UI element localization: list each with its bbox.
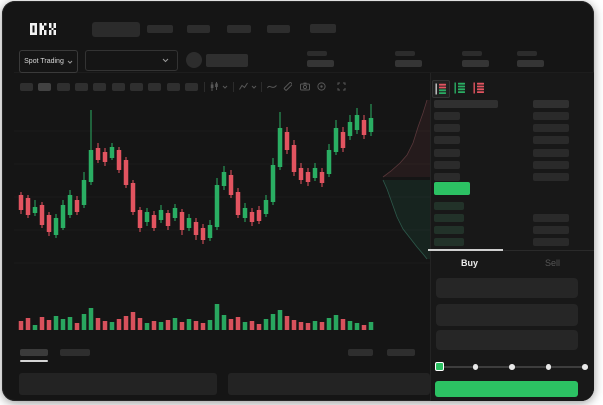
app-window: Spot Trading — [2, 1, 594, 401]
slider-handle[interactable] — [434, 362, 444, 371]
bottom-tab-underline — [20, 360, 48, 362]
market-type-label: Spot Trading — [24, 58, 64, 65]
toolbar-separator — [204, 82, 205, 92]
slider-stop-dot[interactable] — [582, 364, 588, 370]
bid-amount-bar[interactable] — [533, 226, 569, 234]
draw-icon[interactable] — [283, 82, 292, 91]
order-book-header-amount — [533, 100, 569, 108]
bottom-tab[interactable] — [60, 349, 90, 356]
toolbar-separator — [233, 82, 234, 92]
chevron-down-icon[interactable] — [251, 85, 257, 89]
ask-amount-bar[interactable] — [533, 149, 569, 157]
coin-icon — [186, 52, 202, 68]
ask-amount-bar[interactable] — [533, 173, 569, 181]
ask-price-bar[interactable] — [434, 149, 460, 157]
search-input[interactable] — [92, 22, 140, 37]
ticker-stat-label-placeholder — [395, 51, 415, 56]
last-price-bar[interactable] — [434, 182, 470, 195]
market-type-dropdown[interactable]: Spot Trading — [19, 50, 78, 73]
bid-amount-bar[interactable] — [533, 214, 569, 222]
timeframe-button[interactable] — [185, 83, 198, 91]
chevron-down-icon[interactable] — [222, 85, 228, 89]
ask-amount-bar[interactable] — [533, 161, 569, 169]
timeframe-button[interactable] — [130, 83, 143, 91]
ask-price-bar[interactable] — [434, 112, 460, 120]
bid-price-bar[interactable] — [434, 214, 464, 222]
timeframe-button[interactable] — [20, 83, 33, 91]
nav-item-placeholder[interactable] — [227, 25, 251, 33]
ask-amount-bar[interactable] — [533, 112, 569, 120]
bid-price-bar[interactable] — [434, 226, 464, 234]
nav-item-placeholder[interactable] — [187, 25, 210, 33]
slider-stop-dot[interactable] — [545, 364, 552, 370]
timeframe-button[interactable] — [167, 83, 180, 91]
bottom-action-placeholder[interactable] — [348, 349, 373, 356]
slider-stop-dot[interactable] — [472, 364, 479, 370]
book-asks-icon[interactable] — [471, 80, 487, 96]
ask-price-bar[interactable] — [434, 161, 460, 169]
timeframe-button[interactable] — [112, 83, 125, 91]
order-input-total[interactable] — [436, 330, 578, 350]
bottom-panel — [19, 373, 217, 395]
buy-tab-label: Buy — [460, 258, 478, 268]
ask-price-bar[interactable] — [434, 136, 460, 144]
candlestick-style-icon[interactable] — [210, 82, 219, 91]
book-bids-icon[interactable] — [452, 80, 468, 96]
ask-amount-bar[interactable] — [533, 124, 569, 132]
nav-item-placeholder[interactable] — [147, 25, 173, 33]
fullscreen-icon[interactable] — [337, 82, 346, 91]
ticker-stat-value-placeholder — [307, 60, 334, 67]
bid-price-bar[interactable] — [434, 238, 464, 246]
ticker-stat-value-placeholder — [462, 60, 489, 67]
line-tools-icon[interactable] — [267, 83, 277, 91]
header-divider — [14, 72, 594, 73]
trade-tabs-divider — [428, 250, 594, 251]
nav-item-placeholder[interactable] — [267, 25, 290, 33]
ticker-stat-label-placeholder — [517, 51, 537, 56]
toolbar-separator — [261, 82, 262, 92]
timeframe-button[interactable] — [57, 83, 70, 91]
book-split-icon[interactable] — [432, 80, 450, 98]
bid-amount-bar[interactable] — [533, 238, 569, 246]
order-input-price[interactable] — [436, 278, 578, 298]
timeframe-button[interactable] — [75, 83, 88, 91]
camera-icon[interactable] — [300, 82, 310, 91]
panel-divider-vertical — [430, 72, 431, 401]
indicators-icon[interactable] — [239, 82, 248, 91]
ticker-stat-label-placeholder — [307, 51, 327, 56]
timeframe-button[interactable] — [93, 83, 106, 91]
bottom-action-placeholder[interactable] — [387, 349, 415, 356]
sell-tab-label: Sell — [544, 258, 560, 268]
bottom-panel — [228, 373, 430, 395]
candlestick-chart[interactable] — [14, 95, 430, 335]
ask-price-bar[interactable] — [434, 173, 460, 181]
slider-stop-dot[interactable] — [509, 364, 515, 370]
pair-name-placeholder — [206, 54, 248, 67]
buy-submit-button[interactable] — [435, 381, 578, 397]
chevron-down-icon — [162, 58, 169, 63]
buy-tab-underline — [428, 249, 503, 251]
order-book-header-price — [434, 100, 498, 108]
bottom-tab-active[interactable] — [20, 349, 48, 356]
order-input-amount[interactable] — [436, 304, 578, 326]
chevron-down-icon — [67, 60, 73, 64]
timeframe-button[interactable] — [148, 83, 161, 91]
ticker-stat-label-placeholder — [462, 51, 482, 56]
right-panel-background — [431, 72, 594, 401]
pair-selector-dropdown[interactable] — [85, 50, 178, 71]
account-nav-placeholder[interactable] — [310, 24, 336, 33]
ask-price-bar[interactable] — [434, 124, 460, 132]
settings-icon[interactable] — [317, 82, 326, 91]
ask-amount-bar[interactable] — [533, 136, 569, 144]
ticker-stat-value-placeholder — [517, 60, 544, 67]
ticker-stat-value-placeholder — [395, 60, 422, 67]
tab-sell[interactable]: Sell — [511, 254, 594, 272]
tab-buy[interactable]: Buy — [428, 254, 511, 272]
bid-price-bar[interactable] — [434, 202, 464, 210]
timeframe-button[interactable] — [38, 83, 51, 91]
okx-logo[interactable] — [30, 23, 56, 35]
